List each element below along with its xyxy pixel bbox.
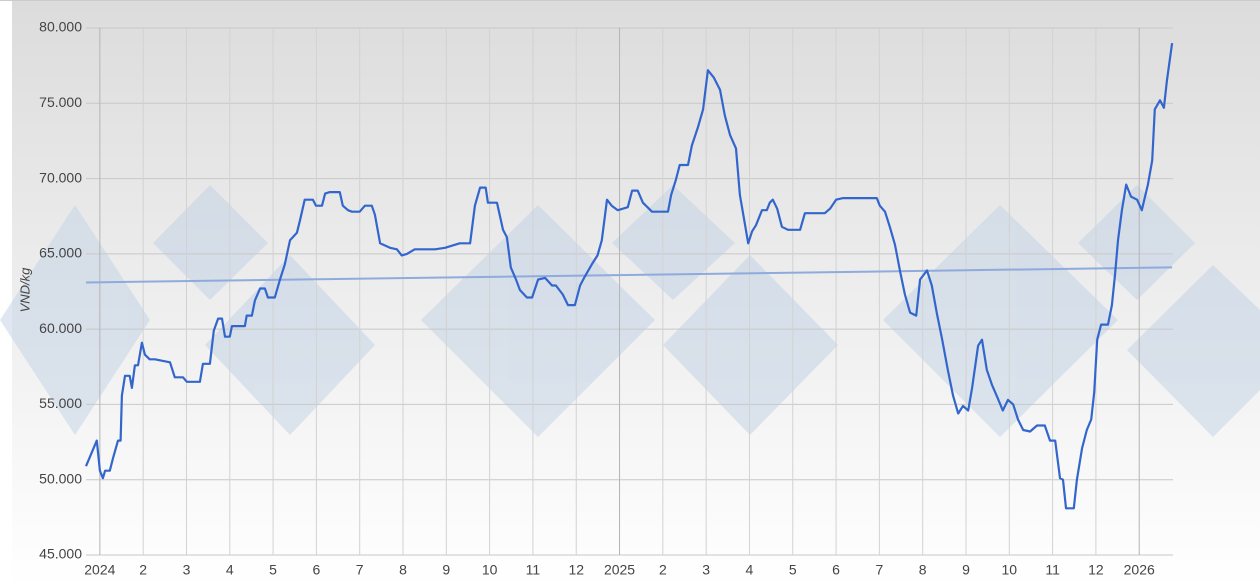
y-tick-label: 65.000 — [39, 245, 82, 261]
x-tick-label: 12 — [1088, 562, 1104, 578]
y-tick-label: 80.000 — [39, 19, 82, 35]
x-tick-label: 10 — [482, 562, 498, 578]
y-axis-label: VND/kg — [17, 267, 32, 313]
x-tick-label: 3 — [702, 562, 710, 578]
x-tick-label: 4 — [226, 562, 234, 578]
x-tick-label: 2024 — [84, 562, 115, 578]
x-tick-label: 11 — [1045, 562, 1060, 578]
x-tick-label: 10 — [1002, 562, 1018, 578]
x-tick-label: 6 — [832, 562, 840, 578]
watermark — [0, 185, 1260, 437]
x-tick-label: 2 — [139, 562, 147, 578]
trend-line — [85, 266, 1173, 284]
y-tick-label: 55.000 — [39, 395, 82, 411]
x-tick-label: 2026 — [1124, 562, 1155, 578]
y-tick-label: 50.000 — [39, 470, 82, 486]
x-tick-label: 5 — [269, 562, 277, 578]
x-tick-label: 2025 — [604, 562, 635, 578]
x-tick-label: 4 — [746, 562, 754, 578]
x-tick-label: 9 — [442, 562, 450, 578]
x-tick-label: 11 — [526, 562, 541, 578]
x-tick-label: 9 — [962, 562, 970, 578]
x-tick-label: 7 — [875, 562, 883, 578]
x-tick-label: 5 — [789, 562, 797, 578]
x-tick-label: 2 — [659, 562, 667, 578]
y-tick-label: 70.000 — [39, 169, 82, 185]
y-tick-label: 45.000 — [39, 546, 82, 562]
x-tick-label: 8 — [399, 562, 407, 578]
price-line — [84, 42, 1174, 510]
x-tick-label: 8 — [919, 562, 927, 578]
y-tick-label: 75.000 — [39, 94, 82, 110]
x-tick-label: 7 — [356, 562, 364, 578]
x-tick-label: 6 — [312, 562, 320, 578]
y-tick-label: 60.000 — [39, 320, 82, 336]
x-tick-label: 3 — [183, 562, 191, 578]
x-tick-label: 12 — [568, 562, 584, 578]
